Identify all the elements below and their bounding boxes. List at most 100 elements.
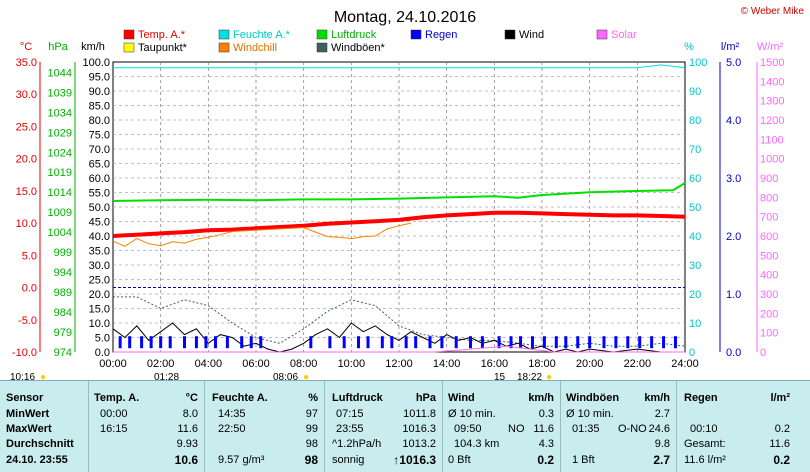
bar-regen [140, 336, 144, 349]
sun-row: 10:16 ● 01:28 08:06 ● 15 18:22 ● [0, 372, 810, 384]
tick-wind: 100.0 [82, 57, 110, 69]
tick-solar: 300 [760, 289, 778, 301]
tick-pressure: 989 [54, 287, 72, 299]
axis-units: °C hPa km/h% l/m² W/m² [20, 41, 784, 53]
tick-wind: 40.0 [89, 231, 110, 243]
bar-regen [366, 336, 370, 349]
hum-min-value: 97 [305, 408, 318, 420]
bar-regen [128, 336, 132, 349]
bar-regen [469, 336, 472, 349]
tick-solar: 1200 [760, 115, 784, 127]
wind-max-dir: NO [508, 423, 525, 435]
tick-temp: 20.0 [16, 154, 37, 166]
marker-1: 01:28 [154, 372, 180, 383]
sensor-header: Sensor [6, 392, 44, 404]
rain-total-now: 11.6 l/m² [684, 454, 726, 466]
tick-wind: 80.0 [89, 115, 110, 127]
wind-avg10-label: Ø 10 min. [448, 408, 496, 420]
tick-wind: 85.0 [89, 101, 110, 113]
bar-regen [480, 336, 484, 349]
press-trend: ^1.2hPa/h [332, 438, 382, 450]
temp-column: Temp. A. °C 00:00 8.0 16:15 11.6 9.93 10.6 [88, 381, 205, 472]
bar-regen [588, 336, 592, 349]
unit-rain: l/m² [721, 41, 740, 53]
legend-label: Feuchte A.* [233, 29, 291, 41]
tick-pressure: 1044 [48, 67, 72, 79]
bar-regen [428, 336, 432, 349]
sensor-row-min: MinWert [6, 408, 50, 420]
sensor-column: Sensor MinWert MaxWert Durchschnitt 24.1… [0, 381, 89, 472]
tick-humidity: 100 [689, 57, 707, 69]
wind-avg10-value: 0.3 [538, 408, 554, 420]
legend-label: Solar [611, 29, 637, 41]
bar-regen [309, 336, 313, 349]
rain-header: Regen [684, 392, 718, 404]
series-windb-en [113, 296, 686, 347]
temp-min-time: 00:00 [100, 408, 128, 420]
tick-solar: 500 [760, 250, 778, 262]
x-tick: 20:00 [576, 358, 604, 370]
legend-label: Wind [519, 29, 544, 41]
rain-column: Regen l/m² 00:10 0.2 Gesamt: 11.6 11.6 l/m²… [676, 381, 796, 472]
press-unit: hPa [415, 392, 436, 404]
bar-regen [673, 336, 677, 349]
tick-pressure: 1004 [48, 227, 72, 239]
x-tick: 02:00 [147, 358, 175, 370]
bar-regen [328, 336, 332, 349]
legend: Temp. A.* Feuchte A.* Luftdruck Regen Wind So… [123, 29, 637, 54]
legend-swatch [316, 42, 328, 53]
bar-regen [249, 336, 253, 349]
pressure-column: Luftdruck hPa 07:15 1011.8 23:55 1016.3 ^1.… [324, 381, 443, 472]
tick-wind: 75.0 [89, 130, 110, 142]
tick-solar: 100 [760, 328, 778, 340]
press-avg-value: 1013.2 [402, 438, 436, 450]
bar-regen [168, 336, 172, 349]
tick-solar: 1300 [760, 96, 784, 108]
chart-title: Montag, 24.10.2016 [334, 9, 476, 26]
gust-avg-value: 9.8 [654, 438, 670, 450]
temp-header: Temp. A. [94, 392, 140, 404]
series-temp-a [112, 210, 686, 238]
tick-temp: -5.0 [18, 315, 37, 327]
tick-pressure: 1009 [48, 207, 72, 219]
tick-wind: 0.0 [95, 347, 110, 359]
bar-regen [650, 336, 654, 349]
tick-solar: 1100 [760, 134, 784, 146]
bar-regen [183, 336, 186, 349]
gust-bft: 1 Bft [572, 454, 595, 466]
tick-rain: 5.0 [726, 57, 741, 69]
tick-solar: 400 [760, 270, 778, 282]
series-solar [113, 345, 685, 353]
bar-regen [240, 336, 244, 349]
x-tick: 12:00 [385, 358, 413, 370]
bar-regen [626, 336, 630, 349]
sensor-row-avg: Durchschnitt [6, 438, 74, 450]
legend-swatch [123, 29, 135, 40]
bar-regen [614, 336, 618, 349]
tick-pressure: 999 [54, 247, 72, 259]
sun-icon: ● [40, 372, 47, 383]
tick-pressure: 1039 [48, 87, 72, 99]
rain-unit: l/m² [770, 392, 790, 404]
bar-regen [204, 336, 208, 349]
tick-temp: 15.0 [16, 186, 37, 198]
tick-humidity: 60 [689, 173, 701, 185]
sensor-row-max: MaxWert [6, 423, 52, 435]
wind-avg-value: 4.3 [538, 438, 554, 450]
sensor-row-now: 24.10. 23:55 [6, 454, 68, 466]
grid [112, 61, 686, 353]
bar-regen [497, 336, 501, 349]
tick-solar: 600 [760, 231, 778, 243]
tick-solar: 1000 [760, 154, 784, 166]
tick-humidity: 80 [689, 115, 701, 127]
bar-regen [602, 336, 606, 349]
weather-chart: Montag, 24.10.2016 © Weber Mike Temp. A.… [12, 6, 805, 370]
bar-regen [380, 336, 384, 349]
gust-header: Windböen [566, 392, 620, 404]
unit-press: hPa [48, 41, 68, 53]
x-tick: 04:00 [195, 358, 223, 370]
unit-wind: km/h [81, 41, 105, 53]
tick-humidity: 30 [689, 260, 701, 272]
gust-avg10-label: Ø 10 min. [566, 408, 614, 420]
legend-label: Regen [425, 29, 457, 41]
